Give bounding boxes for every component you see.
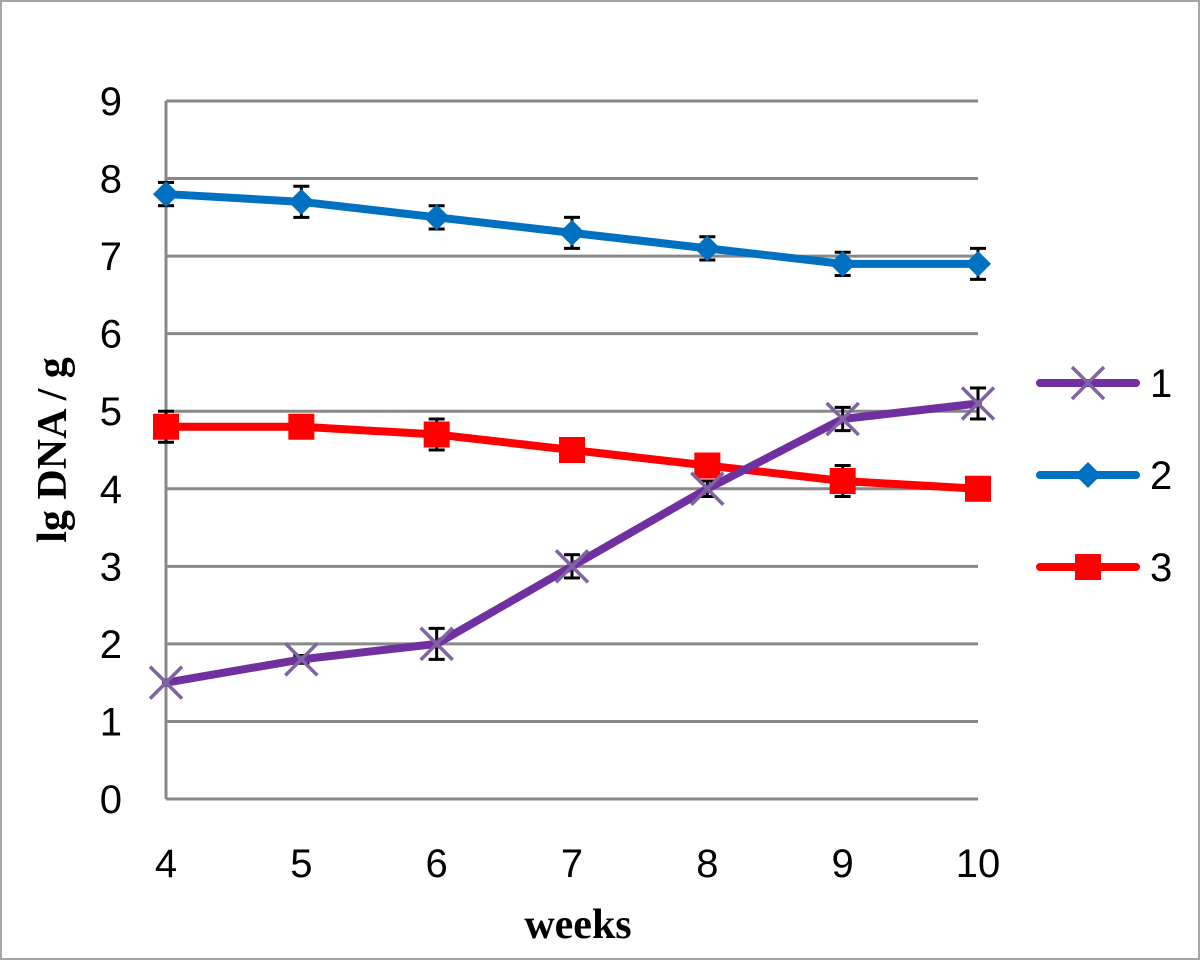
point-series-1-8 [690, 471, 725, 507]
y-tick-label-0: 0 [100, 778, 122, 822]
legend-marker-1 [1070, 365, 1106, 401]
y-tick-label-9: 9 [100, 80, 122, 124]
point-series-1-4 [148, 665, 184, 700]
legend: 1 2 3 [1036, 362, 1172, 590]
x-tick-label-4: 4 [155, 842, 177, 886]
point-series-2-4 [153, 181, 179, 208]
x-tick-labels: 4 5 6 7 8 9 10 [155, 842, 1000, 886]
point-series-2-8 [694, 235, 721, 262]
x-tick-label-7: 7 [561, 842, 583, 886]
y-tick-labels: 0 1 2 3 4 5 6 7 8 9 [100, 80, 122, 822]
point-series-3-7 [559, 437, 585, 463]
legend-marker-2 [1075, 462, 1101, 488]
y-tick-label-1: 1 [100, 700, 122, 744]
series-2 [153, 180, 991, 281]
point-series-3-10 [965, 475, 991, 502]
y-tick-label-5: 5 [100, 390, 122, 434]
x-tick-label-6: 6 [426, 842, 448, 886]
x-axis-title: weeks [524, 902, 631, 948]
gridlines [166, 99, 978, 723]
point-series-1-9 [825, 401, 860, 437]
y-tick-label-2: 2 [100, 623, 122, 667]
x-tick-label-10: 10 [956, 842, 1001, 886]
point-series-3-8 [694, 452, 721, 479]
point-series-3-9 [829, 468, 856, 495]
y-tick-label-7: 7 [100, 235, 122, 279]
point-series-1-10 [960, 386, 996, 421]
point-series-1-5 [284, 642, 319, 677]
y-tick-label-8: 8 [100, 158, 122, 202]
legend-entry-1: 1 [1036, 362, 1172, 406]
point-series-3-6 [423, 421, 450, 448]
point-series-2-9 [829, 250, 856, 277]
y-tick-label-3: 3 [100, 545, 122, 589]
legend-label-2: 2 [1150, 454, 1172, 498]
point-series-2-10 [965, 250, 991, 277]
y-tick-label-4: 4 [100, 468, 122, 512]
x-tick-label-8: 8 [696, 842, 718, 886]
legend-marker-3 [1075, 554, 1101, 580]
x-tick-label-9: 9 [832, 842, 854, 886]
legend-entry-3: 3 [1036, 546, 1172, 590]
y-tick-label-6: 6 [100, 313, 122, 357]
point-series-1-6 [419, 626, 454, 662]
point-series-2-6 [423, 204, 450, 231]
point-series-3-4 [153, 413, 179, 440]
point-series-1-7 [554, 549, 590, 584]
legend-label-3: 3 [1150, 546, 1172, 590]
series-3 [153, 409, 991, 502]
series-layer [148, 180, 996, 700]
series-1 [148, 386, 996, 700]
y-axis-title: lg DNA / g [30, 357, 76, 543]
point-series-3-5 [288, 413, 315, 440]
x-tick-label-5: 5 [290, 842, 312, 886]
point-series-2-5 [288, 188, 315, 215]
legend-label-1: 1 [1150, 362, 1172, 406]
legend-entry-2: 2 [1036, 454, 1172, 498]
point-series-2-7 [559, 219, 585, 246]
